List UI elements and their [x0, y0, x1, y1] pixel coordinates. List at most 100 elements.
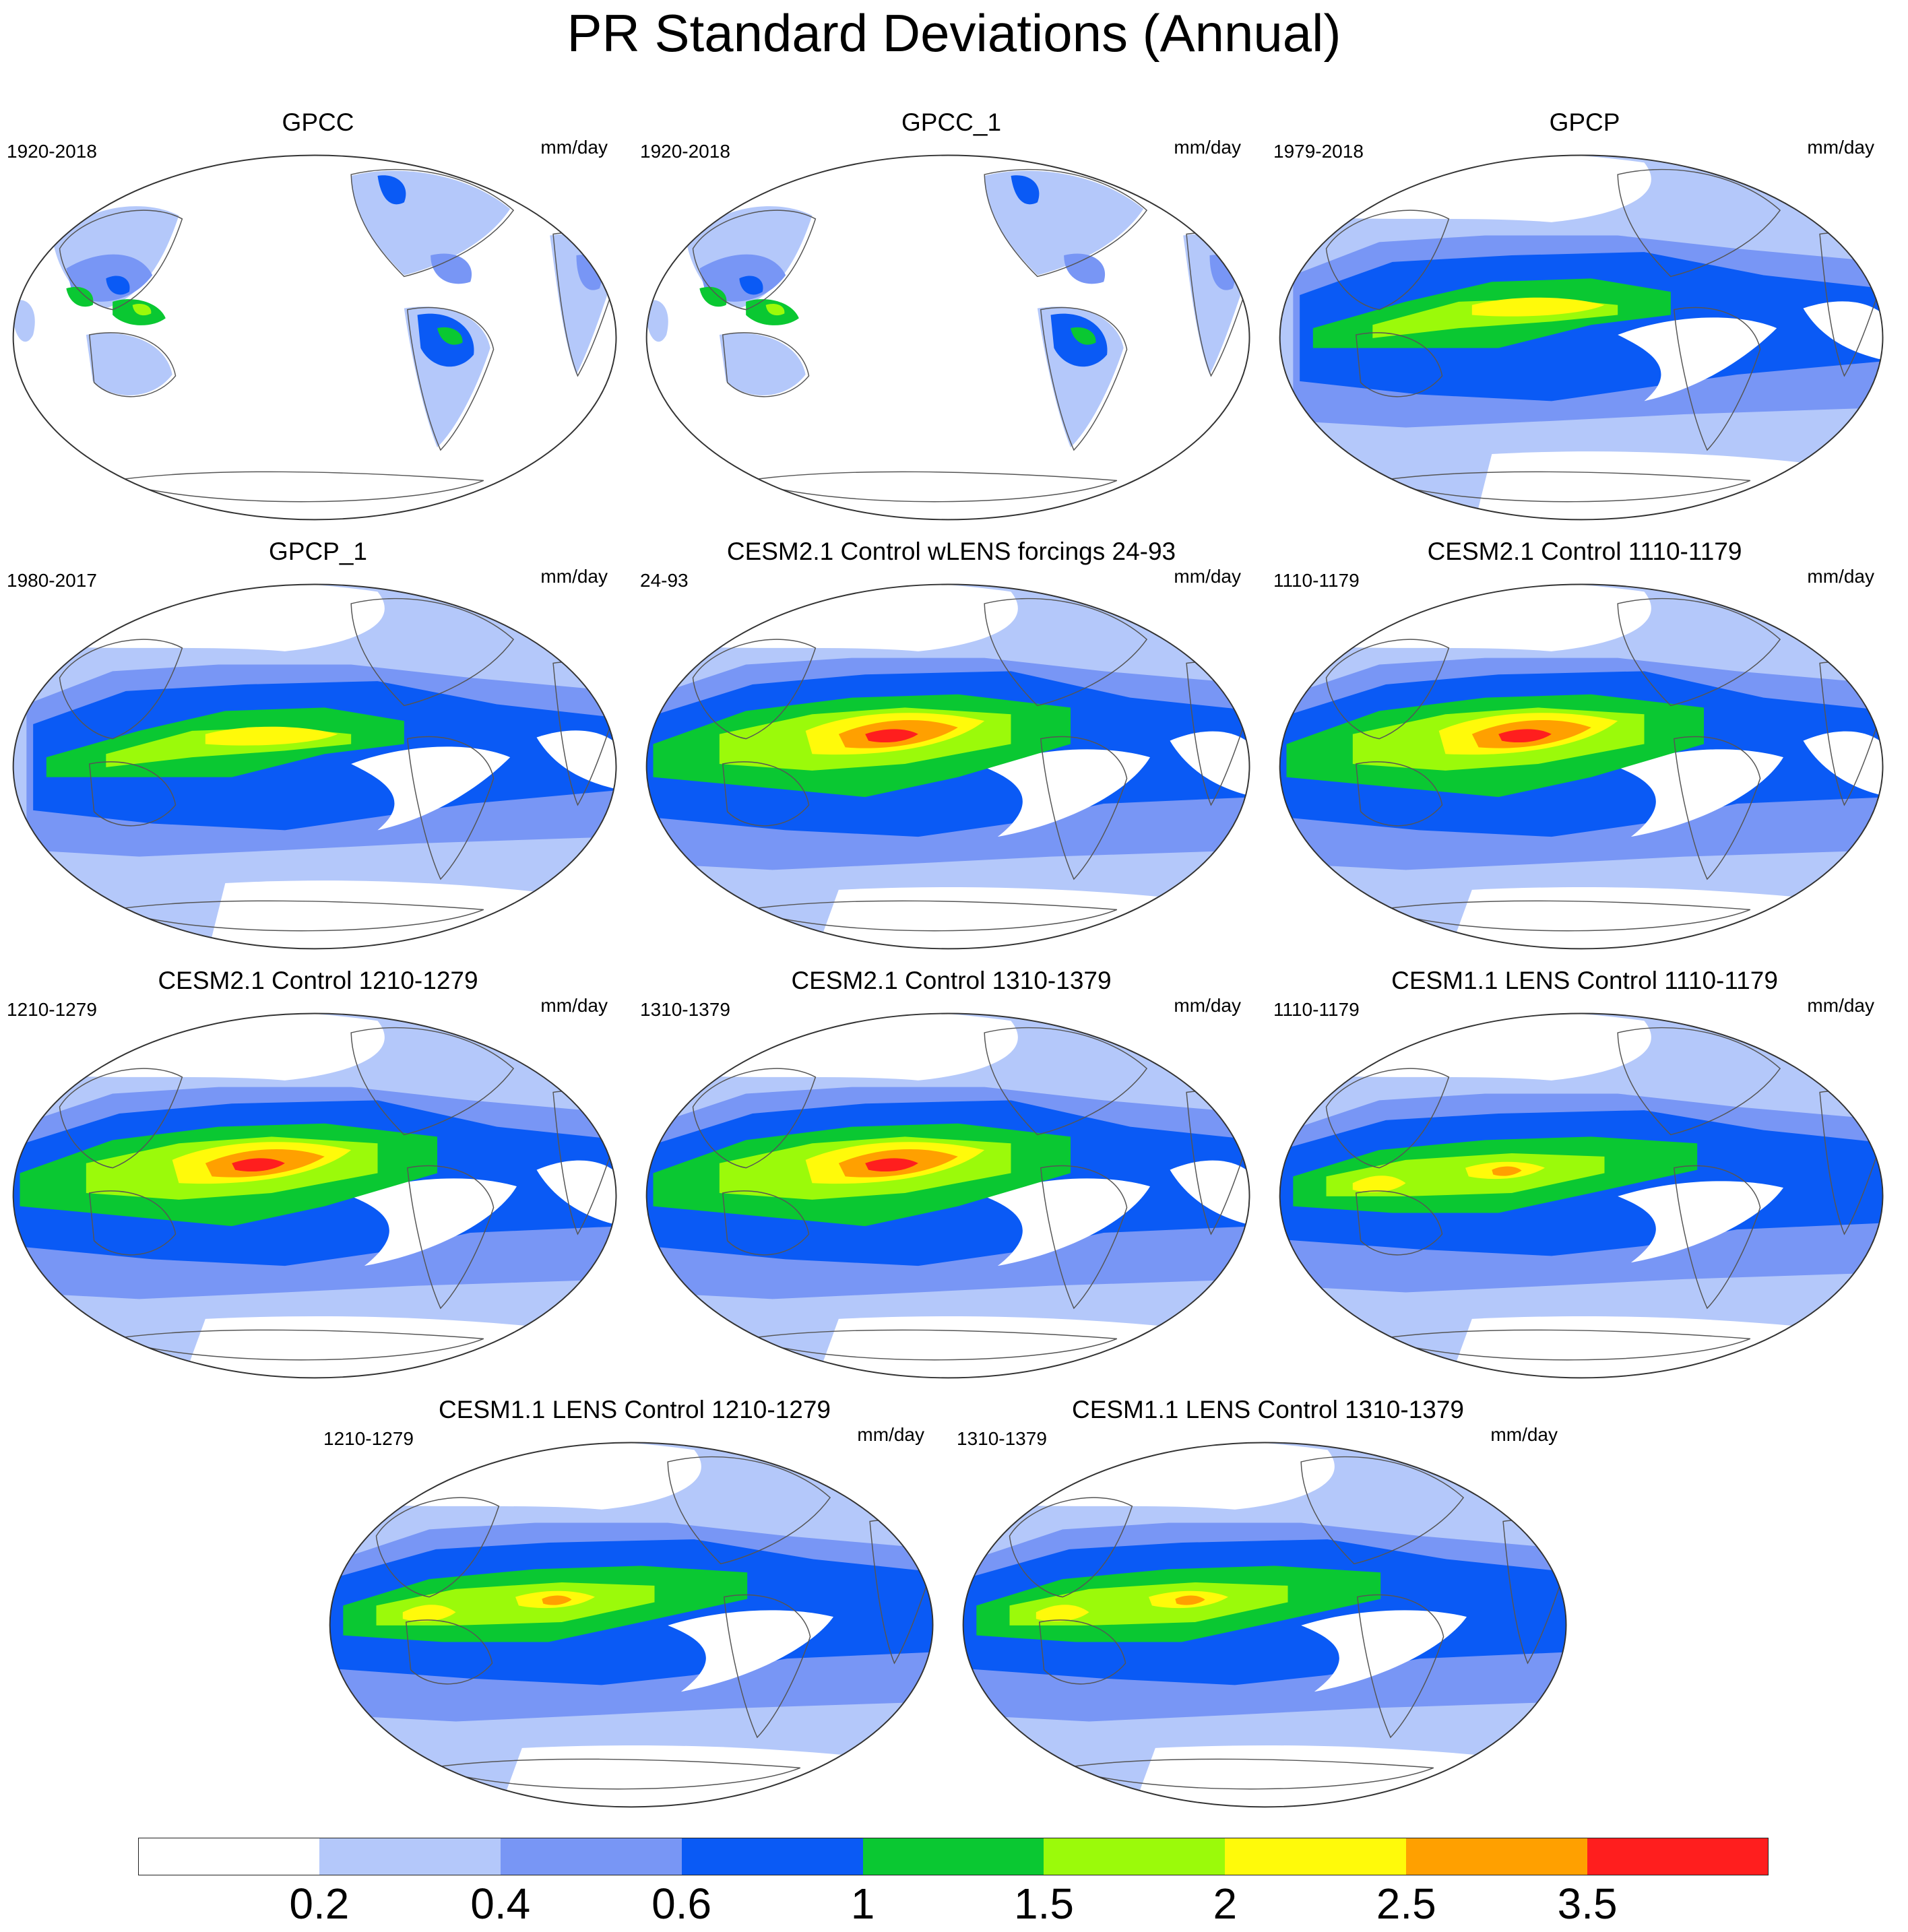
panel-title: CESM2.1 Control 1310-1379: [791, 967, 1112, 994]
world-map: [645, 583, 1250, 950]
coastline: [722, 332, 810, 397]
panel-title: GPCC: [282, 108, 354, 136]
contour-region: [1064, 253, 1106, 284]
panel-units: mm/day: [540, 566, 608, 587]
contour-region: [536, 730, 616, 791]
coastline: [1617, 168, 1781, 278]
map-border: [645, 583, 1250, 950]
colorbar-swatch: [1044, 1838, 1226, 1875]
panel-period: 1110-1179: [1273, 570, 1360, 591]
colorbar-tick-label: 0.6: [651, 1879, 712, 1928]
contour-region: [765, 304, 785, 316]
coastline: [112, 900, 484, 932]
map-panel: CESM2.1 Control 1310-1379 1310-1379 mm/day: [635, 966, 1268, 1397]
coastline: [1355, 1190, 1443, 1256]
contour-region: [1471, 451, 1843, 520]
map-border: [12, 583, 617, 950]
map-border: [645, 1012, 1250, 1379]
map-border: [329, 1442, 934, 1808]
coastline: [692, 1068, 817, 1169]
coastline: [1673, 736, 1761, 880]
panel-title: CESM2.1 Control wLENS forcings 24-93: [726, 538, 1176, 565]
panel-units: mm/day: [540, 137, 608, 158]
map-border: [1279, 583, 1884, 950]
colorbar-swatch: [1225, 1838, 1407, 1875]
panel-units: mm/day: [1174, 995, 1241, 1016]
coastline: [984, 1027, 1148, 1136]
world-map: [1279, 154, 1884, 521]
colorbar-tick-label: 2: [1213, 1879, 1238, 1928]
world-map: [645, 154, 1250, 521]
panel-title: GPCC_1: [901, 108, 1002, 136]
coastline: [1062, 1758, 1434, 1790]
contour-region: [232, 1158, 285, 1172]
contour-region: [1445, 1316, 1857, 1378]
coastline: [722, 761, 810, 827]
contour-region: [205, 880, 577, 949]
map-panel: CESM1.1 LENS Control 1310-1379 1310-1379 m…: [951, 1395, 1585, 1826]
contour-region: [495, 1745, 907, 1807]
panel-title: CESM1.1 LENS Control 1210-1279: [438, 1396, 831, 1423]
contour-region: [33, 681, 616, 831]
panel-title: CESM2.1 Control 1210-1279: [158, 967, 478, 994]
colorbar-swatch: [1587, 1838, 1769, 1875]
coastline: [722, 1190, 810, 1256]
contour-region: [106, 276, 130, 295]
coastline: [112, 471, 484, 503]
coastline: [692, 639, 817, 740]
map-border: [1279, 1012, 1884, 1379]
panel-units: mm/day: [857, 1424, 924, 1445]
contour-region: [1170, 1160, 1250, 1227]
coastline: [984, 168, 1148, 278]
map-panel: CESM2.1 Control 1210-1279 1210-1279 mm/day: [1, 966, 635, 1397]
contour-region: [1071, 327, 1096, 345]
panel-units: mm/day: [1807, 137, 1874, 158]
colorbar-swatch: [500, 1838, 682, 1875]
coastline: [1300, 1456, 1465, 1565]
coastline: [984, 598, 1148, 707]
colorbar-tick-label: 1.5: [1013, 1879, 1074, 1928]
coastline: [1040, 1165, 1128, 1310]
contour-region: [1300, 252, 1883, 401]
map-panel: GPCC_1 1920-2018 mm/day: [635, 108, 1268, 539]
colorbar-swatch: [1406, 1838, 1588, 1875]
panel-period: 1920-2018: [7, 141, 97, 162]
contour-region: [1011, 175, 1040, 205]
coastline: [350, 168, 515, 278]
world-map: [329, 1442, 934, 1808]
coastline: [1038, 1619, 1126, 1685]
panel-period: 1210-1279: [7, 999, 97, 1020]
colorbar-swatch: [319, 1838, 501, 1875]
contour-region: [984, 749, 1150, 837]
contour-region: [1803, 731, 1883, 798]
contour-region: [1170, 731, 1250, 798]
panel-units: mm/day: [1807, 566, 1874, 587]
contour-region: [1471, 297, 1605, 317]
map-border: [12, 154, 617, 521]
coastline: [745, 1329, 1118, 1361]
panel-units: mm/day: [540, 995, 608, 1016]
panel-period: 1979-2018: [1273, 141, 1364, 162]
contour-region: [1492, 1166, 1522, 1176]
coastline: [88, 332, 177, 397]
world-map: [12, 154, 617, 521]
contour-region: [1352, 1176, 1406, 1192]
panel-title: CESM1.1 LENS Control 1110-1179: [1391, 967, 1778, 994]
coastline: [1040, 307, 1128, 451]
coastline: [350, 1027, 515, 1136]
contour-region: [402, 1605, 456, 1621]
contour-region: [1128, 1745, 1540, 1807]
coastline: [350, 598, 515, 707]
coastline: [59, 1068, 183, 1169]
coastline: [1355, 332, 1443, 397]
world-map: [1279, 583, 1884, 950]
contour-region: [1036, 1605, 1089, 1621]
coastline: [692, 210, 817, 311]
contour-region: [351, 1178, 517, 1266]
contour-region: [653, 584, 1018, 651]
coastline: [59, 639, 183, 740]
colorbar-tick-label: 2.5: [1376, 1879, 1436, 1928]
coastline: [1355, 761, 1443, 827]
panel-period: 24-93: [640, 570, 689, 591]
map-panel: CESM1.1 LENS Control 1110-1179 1110-1179 m…: [1268, 966, 1901, 1397]
